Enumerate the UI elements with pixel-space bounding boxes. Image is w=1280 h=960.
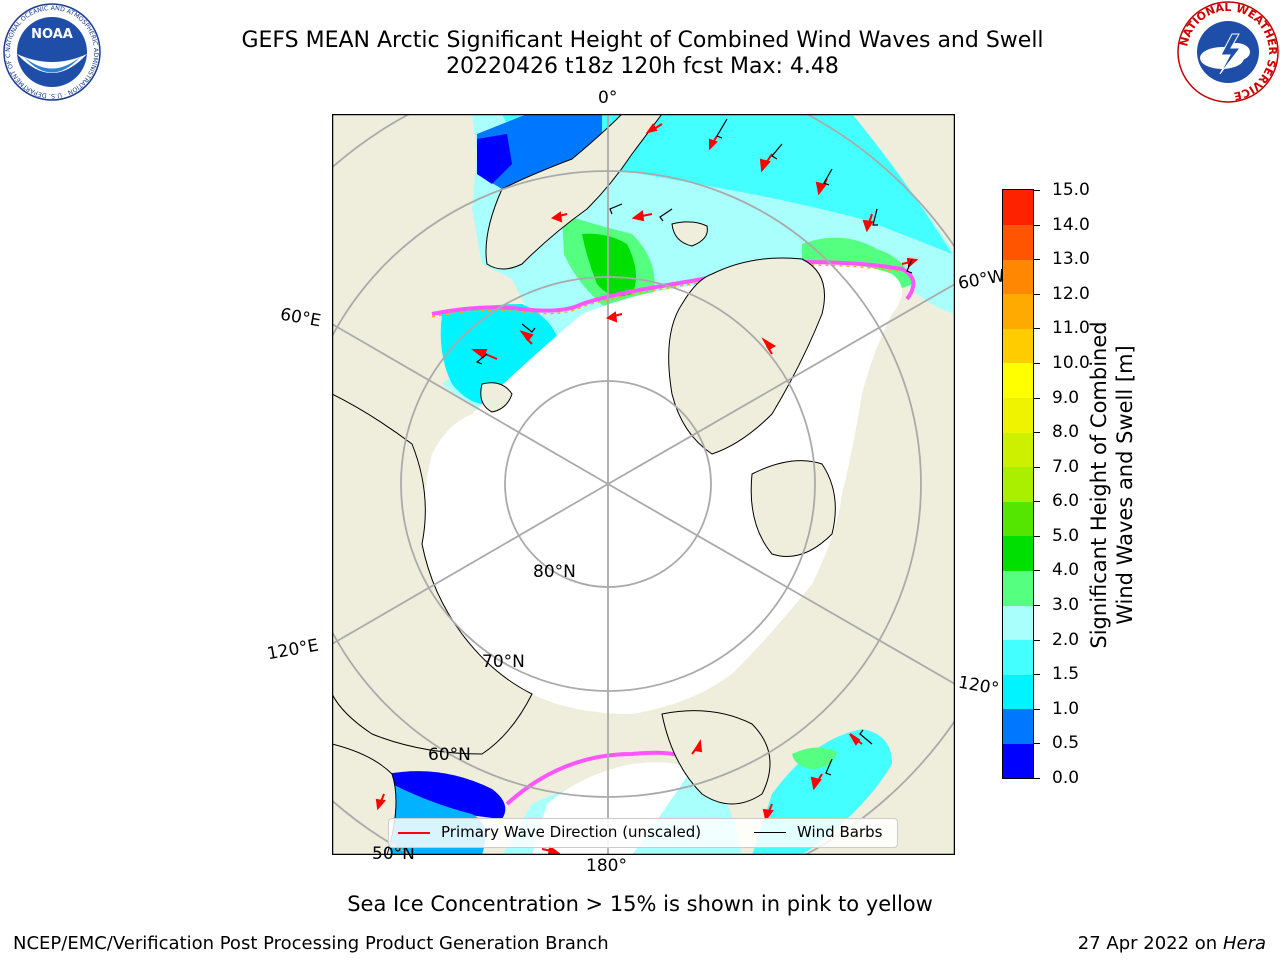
land-svalbard [480, 382, 513, 413]
colorbar-tick [1034, 674, 1040, 676]
land-iceland [671, 221, 708, 247]
primary-wave-legend-label: Primary Wave Direction (unscaled) [441, 823, 702, 841]
colorbar-tick [1034, 605, 1040, 607]
land-siberia-coast [332, 393, 533, 755]
wind-barbs-legend-label: Wind Barbs [797, 823, 883, 841]
wave-field-pacific-high [792, 747, 837, 769]
plot-subtitle: 20220426 t18z 120h fcst Max: 4.48 [446, 54, 839, 79]
colorbar [1002, 189, 1034, 779]
colorbar-tick-label: 3.0 [1052, 595, 1080, 616]
colorbar-tick-label: 1.5 [1052, 664, 1080, 685]
noaa-logo: NATIONAL OCEANIC AND ATMOSPHERIC ADMINIS… [2, 2, 101, 101]
colorbar-tick-label: 0.0 [1052, 768, 1080, 788]
colorbar-title-line1: Significant Height of Combined [1087, 321, 1111, 649]
colorbar-tick [1034, 432, 1040, 434]
colorbar-tick-label: 9.0 [1052, 387, 1080, 408]
footer-date-text: 27 Apr 2022 on [1077, 933, 1218, 954]
colorbar-segment [1003, 639, 1033, 675]
lon-label-60e: 60°E [278, 304, 323, 332]
colorbar-title: Significant Height of Combined Wind Wave… [1086, 295, 1138, 675]
sea-ice-note: Sea Ice Concentration > 15% is shown in … [347, 892, 933, 916]
land-greenland [668, 257, 825, 455]
colorbar-segment [1003, 293, 1033, 329]
wave-field-high-b [582, 233, 636, 297]
colorbar-tick [1034, 639, 1040, 641]
colorbar-tick [1034, 259, 1040, 261]
colorbar-segment [1003, 535, 1033, 571]
wave-field-okhotsk [387, 771, 506, 819]
colorbar-tick-label: 5.0 [1052, 525, 1080, 546]
footer-branch: NCEP/EMC/Verification Post Processing Pr… [13, 933, 609, 954]
footer-date: 27 Apr 2022 on Hera [1078, 933, 1266, 954]
colorbar-segment [1003, 708, 1033, 744]
ice-edge-outer [431, 264, 903, 318]
colorbar-tick-label: 13.0 [1052, 249, 1090, 270]
colorbar-tick [1034, 708, 1040, 710]
colorbar-tick-label: 0.5 [1052, 733, 1080, 754]
map-legend: Primary Wave Direction (unscaled) Wind B… [388, 818, 898, 848]
lon-label-0: 0° [598, 88, 618, 108]
colorbar-tick [1034, 328, 1040, 330]
wave-arrows [375, 123, 919, 855]
plot-title: GEFS MEAN Arctic Significant Height of C… [241, 28, 1044, 53]
land-canada-archipelago [750, 460, 836, 557]
wind-barbs [475, 118, 913, 776]
colorbar-segment [1003, 674, 1033, 710]
colorbar-tick [1034, 743, 1040, 745]
nws-logo: NATIONAL WEATHER SERVICE [1177, 1, 1279, 103]
colorbar-segment [1003, 605, 1033, 641]
arctic-map [332, 114, 955, 855]
colorbar-tick [1034, 778, 1040, 779]
colorbar-segment [1003, 743, 1033, 779]
colorbar-segment [1003, 501, 1033, 537]
wave-field-baltic-deep [477, 134, 512, 184]
colorbar-tick [1034, 293, 1040, 295]
colorbar-tick [1034, 570, 1040, 572]
lon-label-120e: 120°E [265, 635, 321, 665]
graticule [332, 114, 955, 855]
colorbar-segment [1003, 397, 1033, 433]
colorbar-tick-label: 8.0 [1052, 422, 1080, 443]
colorbar-segment [1003, 259, 1033, 295]
colorbar-tick-label: 7.0 [1052, 456, 1080, 477]
colorbar-tick [1034, 224, 1040, 226]
colorbar-segment [1003, 570, 1033, 606]
colorbar-tick [1034, 190, 1040, 191]
colorbar-tick-label: 11.0 [1052, 318, 1090, 339]
colorbar-segment [1003, 328, 1033, 364]
colorbar-tick-label: 4.0 [1052, 560, 1080, 581]
lon-label-60w: 60°W [956, 266, 1007, 294]
colorbar-segment [1003, 432, 1033, 468]
colorbar-tick [1034, 466, 1040, 468]
footer-machine: Hera [1222, 933, 1266, 954]
noaa-logo-text: NOAA [31, 27, 73, 42]
colorbar-tick-label: 2.0 [1052, 629, 1080, 650]
colorbar-tick-label: 14.0 [1052, 214, 1090, 235]
colorbar-tick-label: 12.0 [1052, 283, 1090, 304]
colorbar-segment [1003, 362, 1033, 399]
land-alaska [661, 710, 771, 805]
colorbar-tick-label: 10.0 [1052, 352, 1090, 373]
wind-barbs-legend-line [754, 832, 786, 833]
colorbar-segment [1003, 466, 1033, 502]
colorbar-tick-label: 1.0 [1052, 698, 1080, 719]
colorbar-tick [1034, 362, 1040, 364]
colorbar-segment [1003, 224, 1033, 260]
land-scandinavia [485, 114, 663, 270]
colorbar-tick [1034, 501, 1040, 503]
lon-label-180: 180° [586, 856, 627, 876]
lon-label-120w: 120° [956, 672, 1001, 700]
wave-field-baltic [477, 114, 602, 189]
lat-label-60n: 60°N [428, 745, 471, 765]
lat-label-50n: 50°N [372, 844, 415, 864]
colorbar-title-line2: Wind Waves and Swell [m] [1113, 345, 1137, 625]
colorbar-tick [1034, 535, 1040, 537]
colorbar-tick-label: 6.0 [1052, 491, 1080, 512]
colorbar-tick [1034, 397, 1040, 399]
primary-wave-legend-line [398, 832, 430, 834]
lat-label-80n: 80°N [533, 562, 576, 582]
colorbar-tick-label: 15.0 [1052, 180, 1090, 200]
lat-label-70n: 70°N [482, 652, 525, 672]
colorbar-segment [1003, 190, 1033, 226]
